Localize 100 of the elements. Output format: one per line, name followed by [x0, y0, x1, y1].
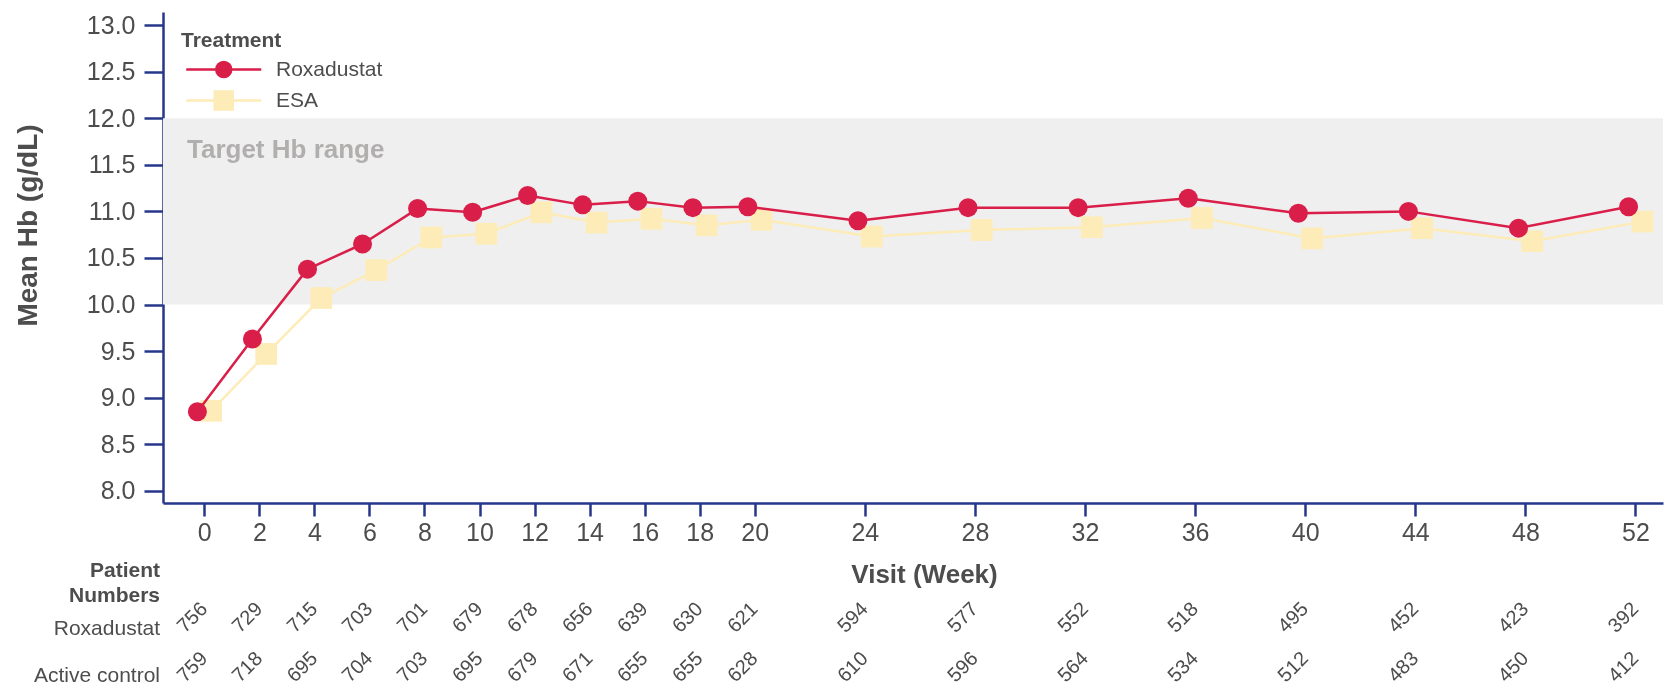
y-tick-label: 10.5	[86, 243, 136, 272]
text: Active control	[33, 663, 160, 686]
text: 695	[447, 647, 487, 687]
text: 656	[557, 597, 597, 637]
text: 534	[1163, 647, 1203, 687]
point	[970, 219, 993, 241]
x-tick-label: 14	[576, 517, 605, 546]
point	[1288, 203, 1308, 223]
y-tick-label: 9.0	[100, 383, 136, 412]
y-tick-label: 10.0	[86, 290, 136, 319]
text: 483	[1383, 647, 1423, 687]
text: 512	[1273, 647, 1313, 687]
x-tick-label: 32	[1071, 517, 1100, 546]
point	[1509, 218, 1528, 238]
y-tick-label: 12.0	[86, 103, 136, 132]
x-tick-label: 8	[418, 517, 432, 546]
point	[860, 225, 883, 248]
text: 610	[832, 647, 872, 687]
x-tick-label: 2	[252, 517, 267, 546]
point	[573, 195, 593, 215]
x-tick-label: 48	[1511, 517, 1540, 546]
legend-label: ESA	[276, 87, 319, 111]
point	[408, 199, 428, 219]
point	[695, 214, 718, 237]
x-tick-label: 36	[1181, 517, 1210, 546]
point	[255, 343, 278, 365]
point	[1619, 197, 1639, 217]
text: 630	[667, 597, 707, 637]
point	[1301, 227, 1323, 250]
point	[683, 198, 703, 218]
x-tick-label: 16	[631, 517, 660, 546]
text: Patient Numbers	[68, 558, 160, 606]
text: 450	[1493, 647, 1533, 687]
y-axis-title: Mean Hb (g/dL)	[11, 124, 43, 327]
text: 678	[502, 597, 542, 637]
text: 715	[282, 597, 322, 637]
point	[365, 259, 388, 281]
y-tick-label: 13.0	[86, 10, 136, 39]
text: 703	[392, 647, 432, 687]
text: 552	[1052, 597, 1093, 637]
text: 679	[447, 597, 487, 637]
text: 655	[612, 647, 652, 687]
band-label: Target Hb range	[187, 134, 385, 165]
point	[187, 402, 207, 422]
x-tick-label: 44	[1401, 517, 1430, 546]
point	[530, 201, 553, 224]
x-tick-label: 6	[362, 517, 377, 546]
point	[1081, 216, 1103, 239]
text: 756	[172, 597, 212, 637]
text: 621	[722, 597, 762, 637]
point	[1398, 201, 1418, 221]
point	[353, 234, 373, 254]
text: 679	[502, 647, 542, 687]
point	[420, 226, 443, 249]
text: 412	[1603, 647, 1643, 687]
x-tick-label: 12	[521, 517, 549, 546]
text: 596	[942, 647, 982, 687]
text: 695	[282, 647, 322, 687]
point	[1521, 230, 1544, 253]
text: 701	[392, 597, 432, 637]
x-axis-title: Visit (Week)	[851, 558, 998, 589]
point	[1631, 210, 1654, 233]
x-tick-label: 40	[1291, 517, 1320, 546]
y-tick-label: 11.0	[88, 196, 136, 225]
point	[1068, 198, 1088, 218]
text: 518	[1163, 597, 1203, 637]
text: 392	[1603, 597, 1643, 637]
x-tick-label: 20	[741, 517, 770, 546]
point	[585, 211, 608, 234]
x-tick-label: 0	[197, 517, 212, 546]
point	[848, 211, 868, 231]
point	[298, 259, 317, 279]
text: 495	[1273, 597, 1313, 637]
x-tick-label: 18	[686, 517, 715, 546]
text: 703	[337, 597, 377, 637]
text: 704	[337, 647, 377, 687]
text: Roxadustat	[53, 616, 161, 639]
text: 594	[832, 597, 872, 637]
y-tick-label: 8.0	[100, 476, 136, 505]
x-tick-label: 4	[307, 517, 322, 546]
text: 718	[227, 647, 267, 687]
text: 671	[557, 647, 597, 687]
x-tick-label: 52	[1622, 517, 1650, 546]
text: 639	[612, 597, 652, 637]
point	[1191, 207, 1213, 229]
x-tick-label: 28	[961, 517, 990, 546]
point	[242, 329, 262, 349]
x-tick-label: 10	[466, 517, 494, 546]
text: 423	[1493, 597, 1533, 637]
text: 452	[1383, 597, 1423, 637]
point	[738, 197, 758, 217]
y-tick-label: 9.5	[100, 336, 136, 365]
y-tick-label: 11.5	[88, 150, 136, 179]
text: 655	[667, 647, 707, 687]
y-tick-label: 12.5	[86, 57, 136, 86]
point	[958, 198, 978, 218]
point	[463, 202, 483, 222]
text: 759	[172, 647, 212, 687]
legend-label: Roxadustat	[276, 56, 383, 80]
y-tick-label: 8.5	[100, 429, 136, 458]
